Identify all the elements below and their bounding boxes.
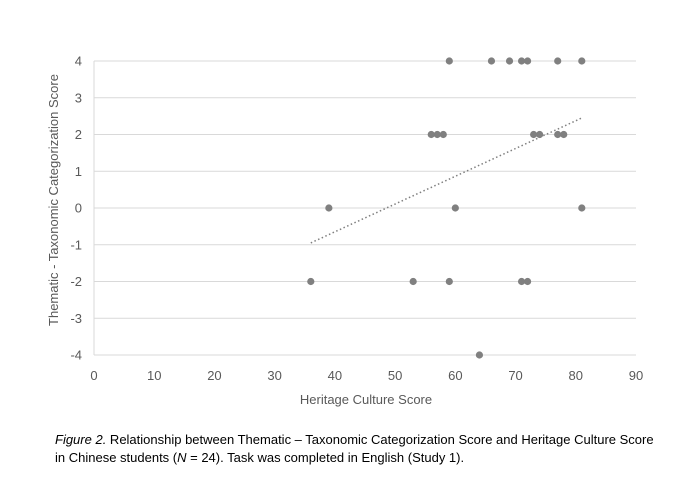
data-point <box>439 130 447 139</box>
data-point <box>578 57 586 65</box>
caption-text-2: = 24). Task was completed in English (St… <box>186 450 465 465</box>
data-point <box>445 57 453 65</box>
data-point <box>530 130 538 139</box>
x-tick-label: 30 <box>267 368 281 383</box>
y-tick-label: 2 <box>75 127 82 142</box>
data-point <box>578 204 586 212</box>
data-point <box>325 204 333 212</box>
x-tick-label: 40 <box>328 368 342 383</box>
data-point <box>554 57 562 65</box>
caption-text-1: Relationship between Thematic – Taxonomi… <box>55 432 654 465</box>
trendline <box>310 117 583 244</box>
data-point <box>524 277 532 286</box>
x-axis-title: Heritage Culture Score <box>300 392 432 407</box>
data-point <box>536 130 544 139</box>
data-point <box>487 57 496 65</box>
data-point <box>433 130 441 139</box>
y-tick-label: 1 <box>75 164 82 179</box>
data-point <box>475 351 484 359</box>
x-tick-label: 0 <box>90 368 97 383</box>
data-point <box>517 57 526 65</box>
data-point <box>505 57 514 65</box>
data-point <box>427 130 435 139</box>
trendline-group <box>310 117 583 244</box>
y-tick-label: -1 <box>70 237 82 252</box>
x-tick-label: 80 <box>569 368 583 383</box>
y-axis-ticks: 4 3 2 1 0 -1 -2 -3 -4 <box>70 54 82 363</box>
x-tick-label: 70 <box>508 368 522 383</box>
data-point <box>307 277 315 286</box>
figure-caption: Figure 2. Relationship between Thematic … <box>55 431 655 467</box>
x-tick-label: 10 <box>147 368 161 383</box>
y-tick-label: 0 <box>75 201 82 216</box>
x-axis-ticks: 0 10 20 30 40 50 60 70 80 90 <box>90 368 643 383</box>
data-point <box>409 277 417 286</box>
data-point <box>524 57 532 65</box>
x-tick-label: 90 <box>629 368 643 383</box>
gridlines <box>93 60 636 356</box>
y-tick-label: -4 <box>70 348 82 363</box>
y-tick-label: 4 <box>75 54 82 69</box>
data-point <box>560 130 568 139</box>
data-point <box>445 277 453 286</box>
data-points <box>307 57 586 359</box>
y-axis-title: Thematic - Taxonomic Categorization Scor… <box>46 74 61 326</box>
x-tick-label: 20 <box>207 368 221 383</box>
data-point <box>517 277 526 286</box>
x-tick-label: 50 <box>388 368 402 383</box>
y-tick-label: -2 <box>70 274 82 289</box>
y-tick-label: -3 <box>70 311 82 326</box>
data-point <box>451 204 459 212</box>
x-tick-label: 60 <box>448 368 462 383</box>
figure-label: Figure 2. <box>55 432 107 447</box>
data-point <box>554 130 562 139</box>
caption-n-symbol: N <box>177 450 187 465</box>
y-tick-label: 3 <box>75 90 82 105</box>
